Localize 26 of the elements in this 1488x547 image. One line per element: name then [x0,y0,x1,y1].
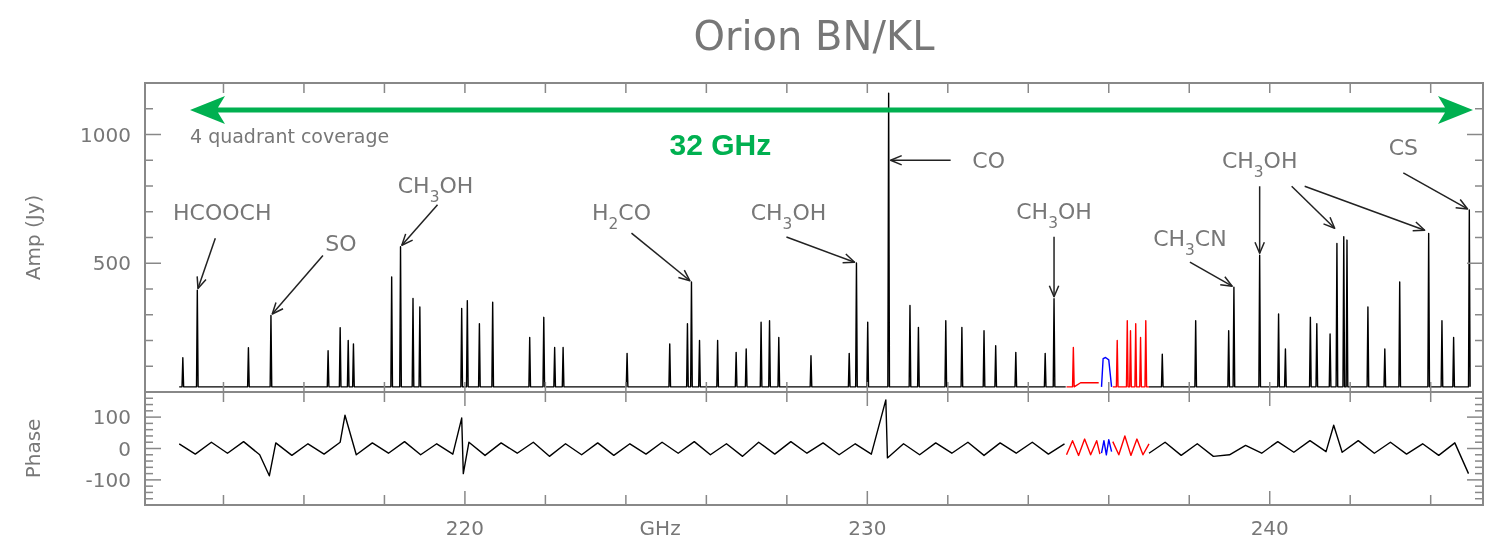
y-axis-title: Phase [21,418,45,479]
y-tick-label: -100 [85,467,131,492]
x-tick-label: 230 [848,516,887,540]
annotation: CH$_{3}$CN [1153,225,1227,259]
annotation: 4 quadrant coverage [190,125,390,147]
x-tick-label: 240 [1250,516,1289,540]
annotation: CO [972,147,1005,173]
line-series [1100,439,1113,456]
y-tick-label: 1000 [80,122,131,147]
y-tick-label: 0 [118,436,131,461]
annotation: 32 GHz [669,128,772,161]
x-tick-label: 220 [445,516,485,540]
line-series [1100,356,1113,388]
annotation: CH$_{3}$OH [397,173,474,207]
y-axis-title: Amp (Jy) [21,194,45,281]
annotation: SO [325,231,357,257]
y-tick-label: 500 [92,251,131,276]
chart-title: Orion BN/KL [693,13,936,59]
y-tick-label: 100 [92,405,131,430]
x-axis-title: GHz [639,516,681,540]
annotation: CH$_{3}$OH [1016,199,1092,233]
annotation: CH$_{3}$OH [1221,147,1298,181]
annotation: HCOOCH [173,199,272,225]
annotation: CH$_{3}$OH [750,199,827,233]
annotation: H$_{2}$CO [591,199,651,233]
annotation: CS [1388,134,1418,160]
